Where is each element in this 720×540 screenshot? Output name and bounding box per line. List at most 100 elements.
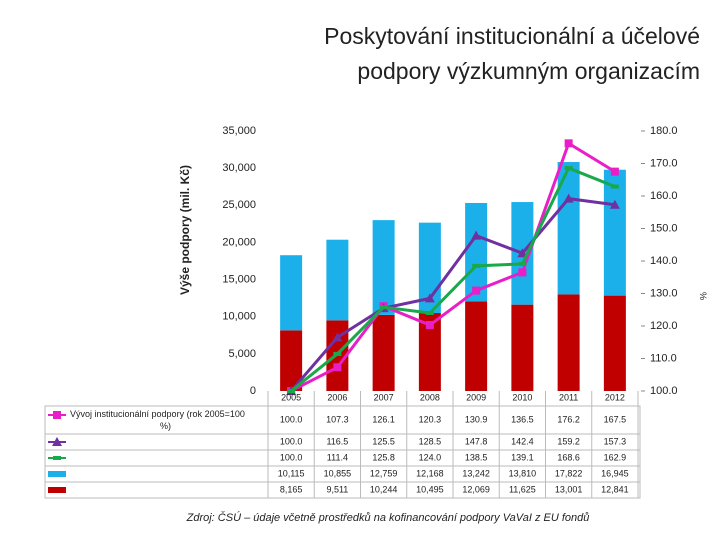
table-value: 10,115	[278, 468, 305, 478]
line	[290, 166, 616, 393]
table-value: 167.5	[604, 414, 627, 424]
bar	[511, 304, 534, 391]
table-value: 13,810	[509, 468, 537, 478]
x-tick-label: 2005	[281, 392, 301, 402]
line	[289, 197, 616, 392]
table-value: 16,945	[601, 468, 629, 478]
table-value: 17,822	[555, 468, 583, 478]
marker	[424, 293, 435, 303]
source-note: Zdroj: ČSÚ – údaje včetně prostředků na …	[186, 511, 590, 524]
y2-tick-label: 170.0	[650, 157, 678, 169]
y2-tick-label: 110.0	[650, 352, 677, 364]
marker	[609, 199, 620, 209]
marker	[332, 332, 343, 342]
marker	[472, 263, 481, 268]
bar	[557, 294, 580, 391]
table-value: 176.2	[557, 414, 580, 424]
marker	[333, 351, 342, 356]
x-tick-label: 2008	[420, 392, 440, 402]
bar	[280, 330, 303, 391]
legend-marker	[53, 456, 61, 460]
table-value: 125.5	[372, 436, 395, 446]
marker	[287, 389, 296, 393]
table-value: 12,759	[370, 468, 398, 478]
table-value: 13,242	[462, 468, 490, 478]
marker	[610, 184, 619, 189]
table-value: 12,168	[416, 468, 444, 478]
legend-marker	[53, 411, 61, 419]
table-value: 107.3	[326, 414, 349, 424]
marker	[425, 311, 434, 315]
y-tick-label: 5,000	[228, 348, 256, 360]
y2-tick-label: 130.0	[650, 287, 678, 299]
bar	[372, 220, 395, 315]
table-value: 13,001	[555, 484, 583, 494]
marker	[564, 166, 573, 171]
table-value: 10,495	[416, 484, 444, 494]
table-value: 142.4	[511, 436, 534, 446]
x-tick-label: 2011	[559, 392, 578, 402]
marker	[425, 321, 434, 330]
y2-tick-label: 100.0	[650, 385, 678, 397]
y-tick-label: 15,000	[222, 273, 256, 285]
x-tick-label: 2010	[512, 392, 532, 402]
legend-label: Vývoj institucionální podpory (rok 2005=…	[70, 409, 245, 431]
marker	[333, 363, 342, 372]
table-value: 147.8	[465, 436, 488, 446]
marker	[471, 230, 482, 240]
table-value: 111.4	[327, 452, 348, 462]
table-value: 125.8	[372, 452, 395, 462]
bar	[465, 301, 488, 391]
y-axis-label: Výše podpory (mil. Kč)	[178, 165, 192, 295]
y2-tick-label: 160.0	[650, 190, 678, 202]
table-value: 120.3	[419, 414, 442, 424]
y-tick-label: 25,000	[222, 199, 256, 211]
marker	[472, 286, 481, 295]
y-tick-label: 20,000	[222, 236, 256, 248]
table-value: 11,625	[509, 484, 536, 494]
chart-title: Poskytování institucionální a účelové	[324, 23, 700, 49]
table-value: 10,855	[324, 468, 352, 478]
table-value: 116.5	[326, 436, 348, 446]
table-value: 157.3	[604, 436, 627, 446]
bar	[603, 169, 626, 296]
table-value: 139.1	[511, 452, 534, 462]
table-value: 8,165	[280, 484, 303, 494]
marker	[564, 139, 573, 148]
y-tick-label: 10,000	[222, 311, 256, 323]
marker	[379, 305, 388, 310]
y2-axis-label: %	[698, 292, 708, 300]
marker	[610, 167, 619, 176]
bar	[603, 295, 626, 391]
table-value: 100.0	[280, 414, 303, 424]
legend-marker	[52, 437, 62, 446]
y2-tick-label: 180.0	[650, 125, 678, 137]
table-value: 100.0	[280, 436, 303, 446]
table-value: 124.0	[419, 452, 442, 462]
table-value: 128.5	[419, 436, 442, 446]
table-value: 12,841	[601, 484, 629, 494]
y-tick-label: 30,000	[222, 162, 256, 174]
table-value: 12,069	[462, 484, 490, 494]
table-value: 159.2	[557, 436, 580, 446]
x-tick-label: 2009	[466, 392, 486, 402]
y-tick-label: 35,000	[222, 125, 256, 137]
marker	[518, 268, 527, 277]
y2-tick-label: 150.0	[650, 222, 678, 234]
legend-swatch	[48, 471, 66, 477]
bar	[326, 239, 349, 321]
x-tick-label: 2012	[605, 392, 625, 402]
bar	[280, 255, 303, 331]
table-value: 138.5	[465, 452, 488, 462]
table-value: 10,244	[370, 484, 398, 494]
table-value: 162.9	[604, 452, 627, 462]
marker	[517, 248, 528, 258]
table-value: 9,511	[326, 484, 348, 494]
table-value: 136.5	[511, 414, 534, 424]
marker	[518, 261, 527, 266]
chart-title: podpory výzkumným organizacím	[357, 58, 700, 84]
table-value: 168.6	[557, 452, 580, 462]
bar	[557, 162, 580, 295]
x-tick-label: 2006	[327, 392, 347, 402]
